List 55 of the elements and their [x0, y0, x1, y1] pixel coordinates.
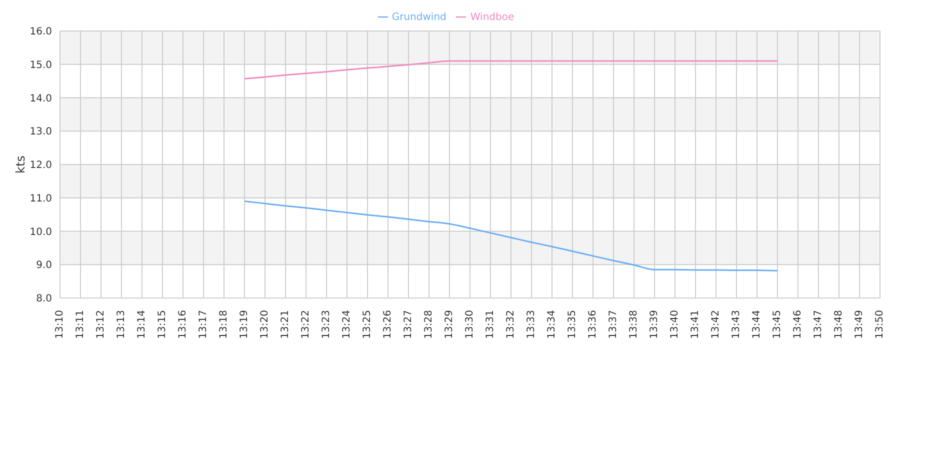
x-tick-label: 13:17: [198, 310, 209, 339]
x-tick-label: 13:29: [444, 310, 455, 339]
x-tick-label: 13:28: [424, 310, 434, 339]
x-tick-label: 13:19: [239, 310, 250, 339]
x-tick-label: 13:49: [854, 310, 865, 339]
y-tick-label: 13.0: [30, 126, 52, 138]
x-tick-label: 13:16: [178, 310, 188, 339]
x-tick-label: 13:36: [588, 310, 598, 339]
x-tick-label: 13:42: [710, 310, 722, 339]
x-tick-label: 13:30: [464, 310, 476, 339]
legend-label: Grundwind: [392, 12, 446, 23]
x-tick-label: 13:21: [280, 310, 291, 339]
x-tick-label: 13:44: [752, 310, 762, 339]
x-tick-label: 13:15: [157, 310, 168, 339]
x-tick-label: 13:31: [485, 310, 496, 339]
y-tick-label: 11.0: [30, 193, 52, 204]
x-tick-label: 13:24: [342, 310, 352, 339]
x-tick-label: 13:35: [567, 310, 578, 339]
x-tick-label: 13:27: [403, 310, 414, 339]
x-tick-label: 13:39: [649, 310, 660, 339]
x-tick-label: 13:45: [772, 310, 783, 339]
x-tick-label: 13:14: [136, 310, 148, 339]
y-tick-label: 12.0: [30, 160, 52, 172]
x-tick-label: 13:11: [75, 310, 86, 339]
x-tick-label: 13:26: [382, 310, 394, 339]
x-tick-label: 13:48: [834, 310, 844, 339]
line-series: [244, 200, 778, 272]
y-tick-label: 10.0: [30, 226, 52, 238]
x-tick-label: 13:47: [813, 310, 824, 339]
x-tick-label: 13:22: [300, 310, 312, 339]
y-tick-label: 9.0: [36, 260, 52, 272]
y-tick-label: 16.0: [30, 26, 52, 38]
x-tick-label: 13:34: [546, 310, 558, 339]
x-tick-label: 13:33: [526, 310, 537, 339]
x-tick-label: 13:50: [874, 310, 886, 339]
y-tick-label: 15.0: [30, 60, 52, 71]
y-tick-label: 8.0: [36, 294, 52, 305]
x-tick-label: 13:41: [690, 310, 701, 339]
x-tick-label: 13:12: [96, 310, 106, 339]
x-tick-label: 13:40: [670, 310, 680, 339]
x-tick-label: 13:38: [628, 310, 640, 339]
x-tick-label: 13:43: [731, 310, 742, 339]
x-tick-label: 13:10: [54, 310, 66, 339]
x-tick-label: 13:25: [362, 310, 373, 339]
line-series: [244, 60, 778, 80]
x-tick-label: 13:18: [218, 310, 230, 339]
y-axis-title: kts: [13, 156, 28, 174]
x-tick-label: 13:32: [506, 310, 516, 339]
x-tick-label: 13:37: [608, 310, 619, 339]
x-tick-label: 13:13: [116, 310, 127, 339]
x-tick-label: 13:46: [792, 310, 804, 339]
legend-label: Windboe: [470, 12, 514, 23]
x-tick-label: 13:23: [321, 310, 332, 339]
x-tick-label: 13:20: [260, 310, 270, 339]
y-tick-label: 14.0: [30, 93, 52, 104]
